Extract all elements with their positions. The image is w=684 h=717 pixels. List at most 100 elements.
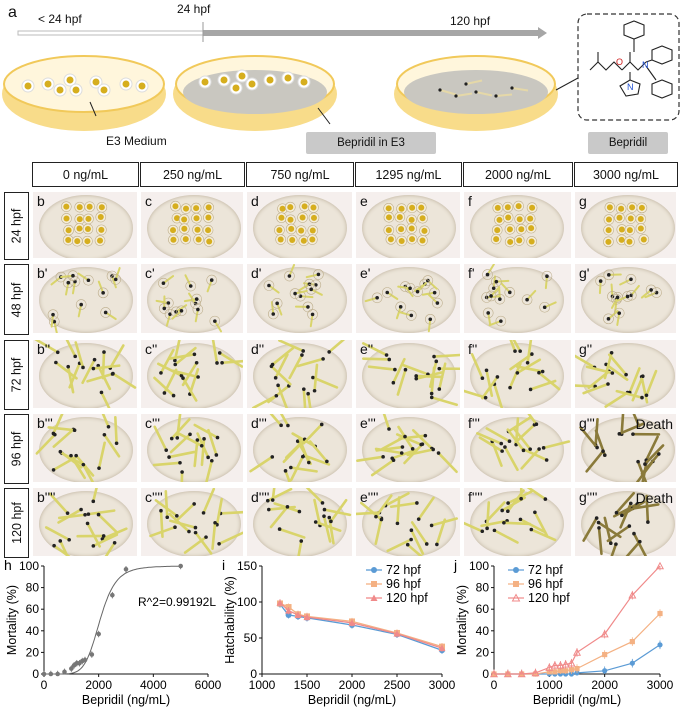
yolk-icon <box>506 226 513 233</box>
larva-eye-icon <box>385 290 390 295</box>
larva-icon <box>610 296 619 309</box>
chorion-icon <box>295 290 306 302</box>
larva-icon <box>428 360 438 388</box>
y-tick-label: 60 <box>26 602 40 616</box>
larva-eye-icon <box>179 373 184 378</box>
yolk-icon <box>287 204 294 211</box>
series-line <box>279 603 443 651</box>
larva-eye-icon <box>209 278 214 282</box>
specimen-drawing <box>265 488 352 556</box>
data-point <box>41 671 47 677</box>
larva-eye-icon <box>271 312 276 316</box>
row-header: 48 hpf <box>4 264 29 335</box>
larva-eye-icon <box>321 357 325 361</box>
yolk-icon <box>205 227 212 234</box>
plate-image <box>581 343 675 408</box>
larva-icon <box>511 87 529 92</box>
specimen-drawing <box>490 200 538 248</box>
larva-icon <box>645 369 658 397</box>
larva-eye-icon <box>625 294 630 299</box>
specimen-drawing <box>575 350 658 408</box>
chorion-icon <box>289 288 301 299</box>
larva-eye-icon <box>434 359 439 364</box>
larva-icon <box>310 288 323 296</box>
legend-label: 96 hpf <box>386 577 421 591</box>
yolk-icon <box>76 216 83 223</box>
larva-icon <box>360 501 383 521</box>
larva-eye-icon <box>267 283 271 288</box>
larva-eye-icon <box>617 432 622 436</box>
chorion-icon <box>603 313 614 325</box>
data-point <box>556 661 565 669</box>
yolk-icon <box>44 80 52 88</box>
chorion-icon <box>302 301 314 313</box>
larva-icon <box>58 539 69 556</box>
larva-icon <box>111 372 137 389</box>
larva-icon <box>470 353 484 380</box>
chorion-icon <box>305 284 317 295</box>
larva-eye-icon <box>66 280 71 285</box>
chorion-icon <box>422 275 434 286</box>
larva-icon <box>92 364 121 370</box>
chorion-icon <box>482 269 493 280</box>
yolk-icon <box>529 204 536 211</box>
larva-icon <box>289 455 305 482</box>
larva-eye-icon <box>629 277 633 282</box>
larva-eye-icon <box>414 376 419 381</box>
larva-eye-icon <box>101 534 106 538</box>
larva-icon <box>374 447 404 455</box>
larva-eye-icon <box>167 455 171 459</box>
specimen-drawing <box>356 492 458 556</box>
yolk-icon <box>627 215 634 222</box>
micrograph-cell: f <box>464 192 571 258</box>
larva-icon <box>35 433 57 455</box>
larva-icon <box>194 308 199 323</box>
yolk-icon <box>385 227 392 234</box>
larva-eye-icon <box>83 512 87 517</box>
larva-icon <box>155 299 170 304</box>
larva-eye-icon <box>329 519 333 524</box>
larva-eye-icon <box>112 541 117 545</box>
larva-icon <box>476 432 503 445</box>
larva-eye-icon <box>533 510 537 515</box>
cell-label: d'' <box>251 341 265 357</box>
column-header: 2000 ng/mL <box>463 162 573 187</box>
column-header: 0 ng/mL <box>32 162 139 187</box>
data-point <box>62 669 67 675</box>
chorion-icon <box>482 307 494 319</box>
larva-icon <box>180 470 184 482</box>
data-point <box>69 666 74 671</box>
chorion-icon <box>75 299 87 310</box>
yolk-icon <box>238 72 246 80</box>
chorion-icon <box>164 308 176 320</box>
larva-icon <box>100 391 111 408</box>
cell-label: e' <box>360 265 371 281</box>
larva-eye-icon <box>437 366 442 371</box>
plate-image <box>253 343 347 408</box>
larva-eye-icon <box>301 349 305 353</box>
larva-icon <box>314 520 342 532</box>
larva-eye-icon <box>91 544 96 548</box>
specimen-drawing <box>464 488 557 544</box>
larva-icon <box>65 281 70 296</box>
larva-icon <box>506 428 525 452</box>
larva-icon <box>519 518 545 533</box>
y-tick-label: 0 <box>32 667 39 681</box>
larva-eye-icon <box>325 459 329 464</box>
chorion-icon <box>603 269 615 281</box>
chart-i: 0 50 100 150 1000 1500 2000 2500 3000 Bepridil (n… <box>222 558 456 707</box>
larva-icon <box>367 365 397 371</box>
legend-label: 72 hpf <box>386 563 421 577</box>
larva-icon <box>302 387 307 408</box>
larva-eye-icon <box>193 525 198 530</box>
larva-eye-icon <box>287 274 292 278</box>
micrograph-cell: c <box>141 192 243 258</box>
larva-eye-icon <box>310 312 315 317</box>
larva-icon <box>514 423 536 444</box>
larva-eye-icon <box>379 517 384 522</box>
yolk-icon <box>527 215 534 222</box>
yolk-icon <box>300 237 307 244</box>
chorion-icon <box>47 309 59 320</box>
yolk-icon <box>193 215 200 222</box>
